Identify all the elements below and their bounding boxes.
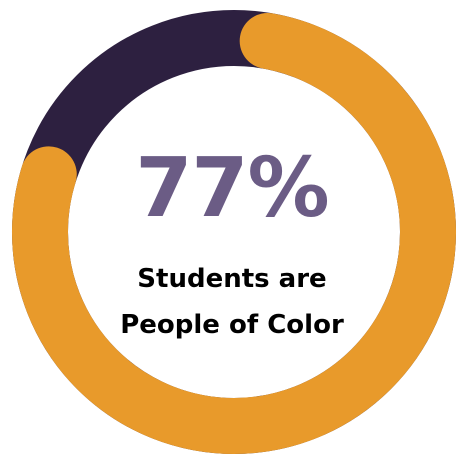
caption-line-1: Students are [137,264,327,294]
donut-segment-primary [12,10,456,454]
caption-line-2: People of Color [120,310,344,340]
percent-value: 77% [135,141,329,236]
